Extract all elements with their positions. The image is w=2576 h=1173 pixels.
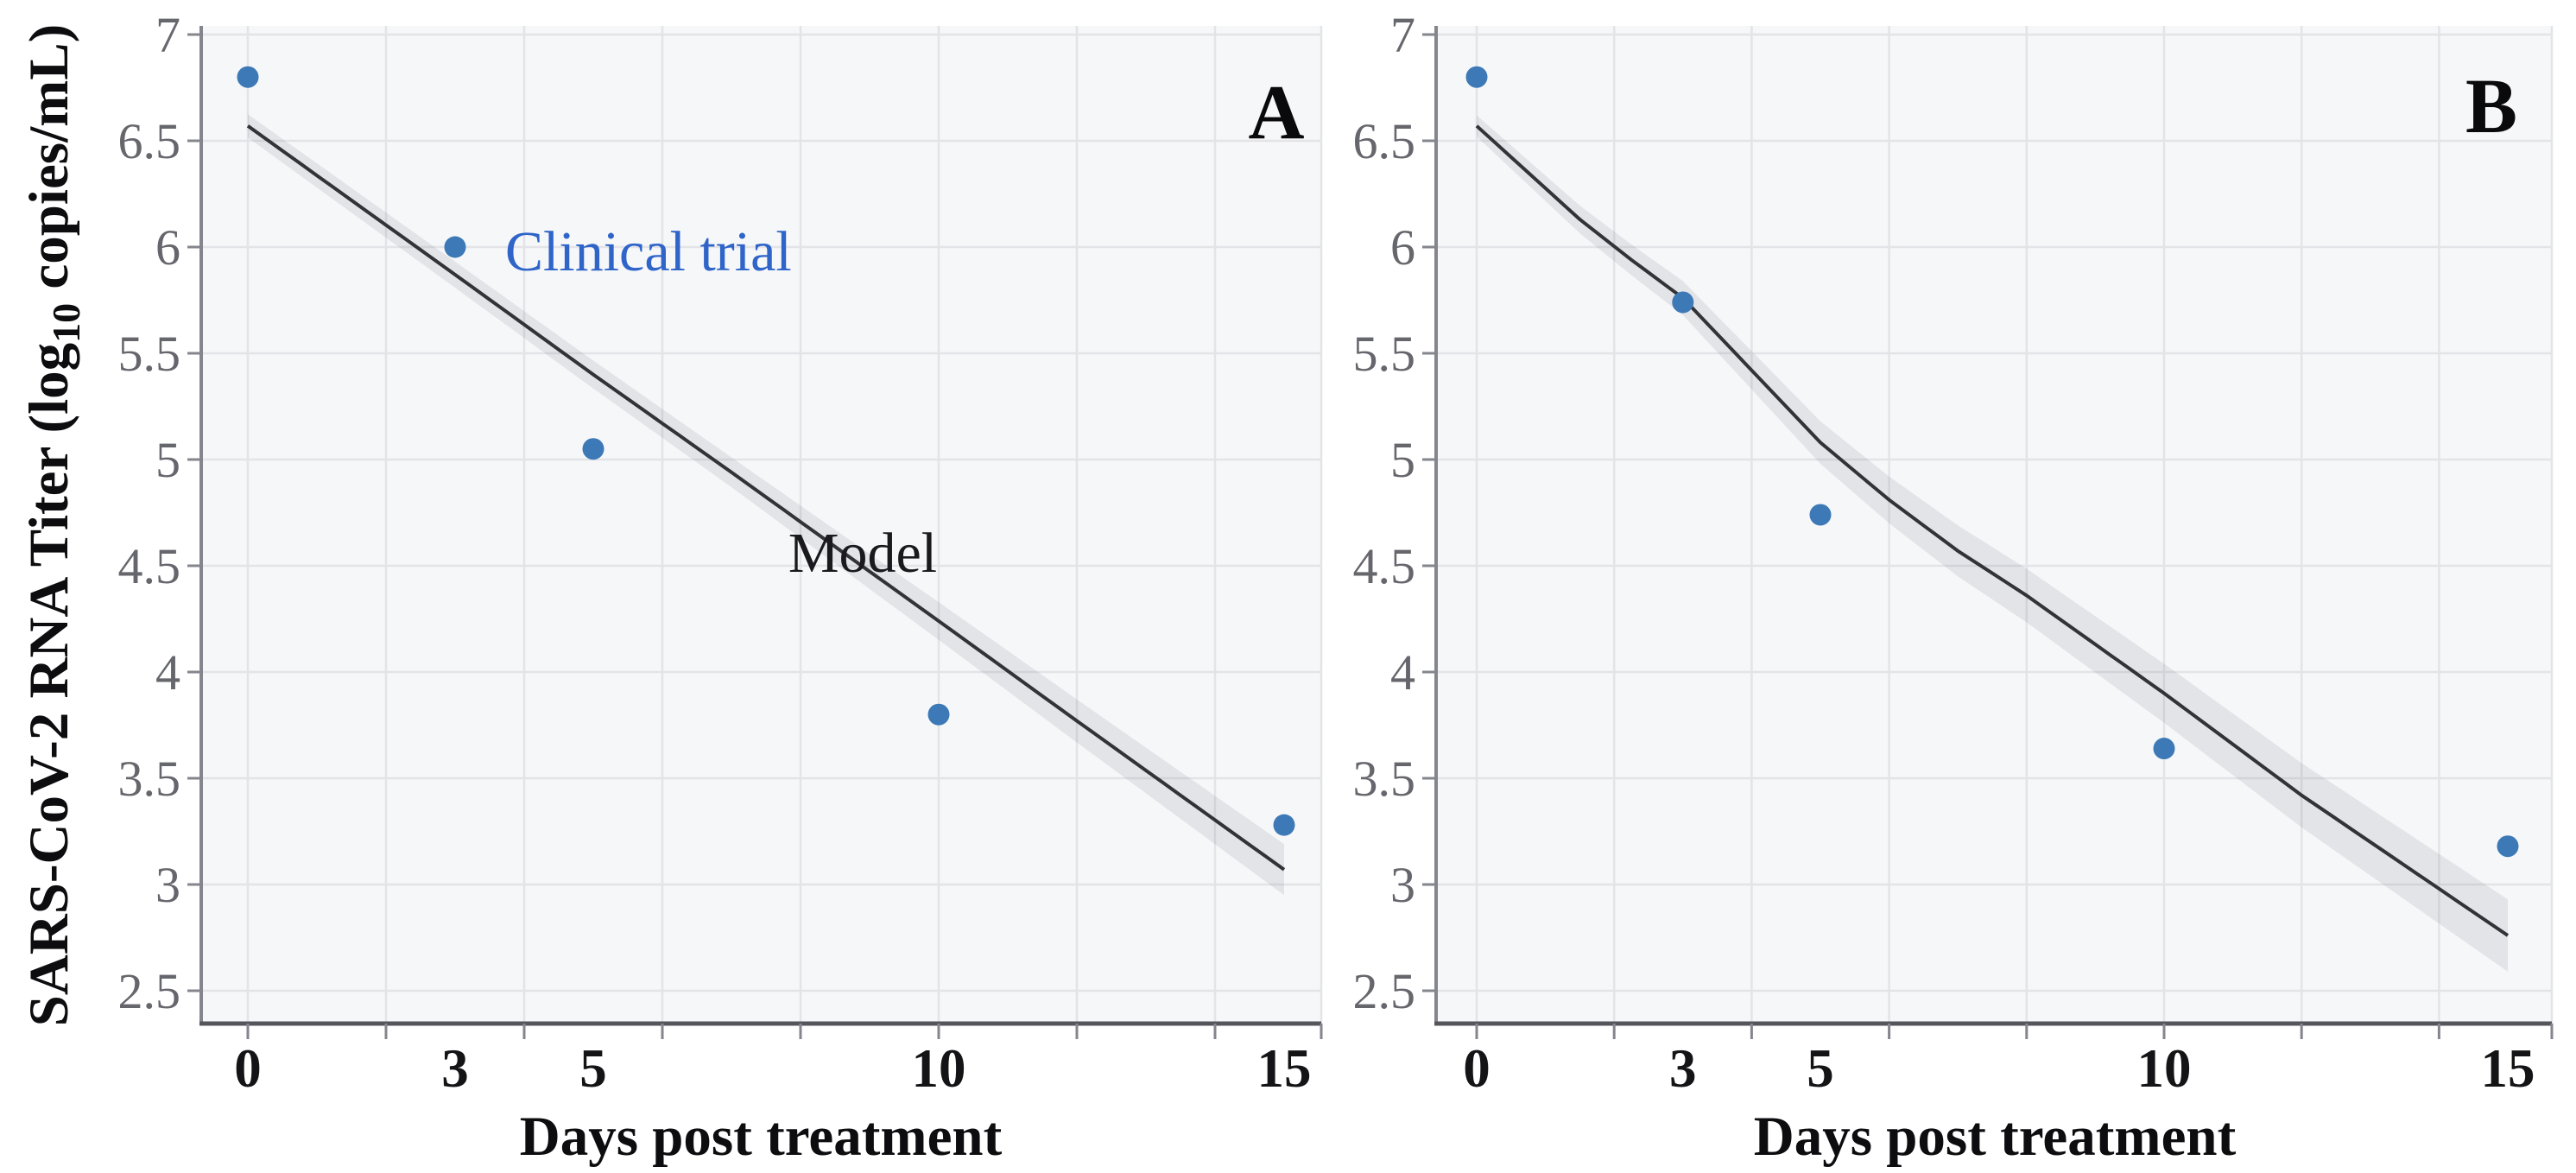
x-tick-label: 3 [441,1038,469,1099]
data-point [444,236,466,258]
y-tick-label: 6 [1390,219,1415,276]
y-tick-label: 6.5 [1353,113,1416,169]
data-point [1809,504,1832,526]
panel-b-plot: 7 6.5 6 5.5 5 4.5 4 3.5 3 2.5 0 3 5 10 15 [1353,7,2554,1099]
y-tick-label: 5.5 [118,326,181,382]
y-tick-label: 7 [155,7,180,63]
model-line [1475,124,2510,937]
y-tick-label: 6.5 [118,113,181,169]
x-tick-label: 3 [1669,1038,1697,1099]
data-point [2153,738,2175,760]
x-tick-label: 5 [579,1038,607,1099]
x-axis-title-b: Days post treatment [1754,1106,2237,1168]
y-tick-label: 4.5 [1353,538,1416,594]
confidence-band [248,114,1284,896]
y-tick-label: 7 [1390,7,1415,63]
panel-label-b: B [2465,64,2517,149]
y-axis-title-post: copies/mL) [18,24,80,303]
x-tick-label: 15 [2481,1038,2535,1099]
x-tick-label: 10 [912,1038,966,1099]
panel-label-a: A [1249,70,1305,155]
data-point [1465,66,1488,88]
y-tick-label: 4 [155,644,180,701]
x-axis-title-a: Days post treatment [520,1106,1003,1168]
y-tick-label: 2.5 [1353,963,1416,1019]
y-tick-label: 5 [155,432,180,488]
y-tick-label: 4.5 [118,538,181,594]
model-line [246,124,1286,872]
x-tick-label: 10 [2137,1038,2192,1099]
y-tick-label: 3 [155,857,180,913]
y-tick-label: 2.5 [118,963,181,1019]
annotation-model: Model [788,522,937,585]
y-tick-label: 3.5 [1353,751,1416,807]
y-axis-title-sub: 10 [44,303,88,343]
y-tick-label: 4 [1390,644,1415,701]
data-point [2497,835,2519,858]
y-axis-title-pre: SARS-CoV-2 RNA Titer (log [18,343,80,1026]
data-point [237,66,259,88]
annotation-clinical-trial: Clinical trial [505,220,792,283]
svg-text:SARS-CoV-2 RNA Titer (log10 co: SARS-CoV-2 RNA Titer (log10 copies/mL) [18,24,88,1027]
plot-background [201,26,1321,1024]
y-tick-label: 3.5 [118,751,181,807]
y-tick-label: 6 [155,219,180,276]
plot-background [1436,26,2552,1024]
x-tick-label: 15 [1257,1038,1312,1099]
data-point [1672,291,1694,314]
y-tick-label: 5.5 [1353,326,1416,382]
x-tick-label: 5 [1807,1038,1834,1099]
y-axis-title: SARS-CoV-2 RNA Titer (log10 copies/mL) [18,24,88,1027]
data-point [927,703,950,726]
x-tick-label: 0 [1463,1038,1491,1099]
panel-a-plot: 7 6.5 6 5.5 5 4.5 4 3.5 3 2.5 0 3 5 10 15 [118,7,1323,1099]
data-point [1273,814,1295,836]
y-tick-label: 3 [1390,857,1415,913]
data-point [582,438,604,460]
x-tick-label: 0 [234,1038,262,1099]
y-tick-label: 5 [1390,432,1415,488]
